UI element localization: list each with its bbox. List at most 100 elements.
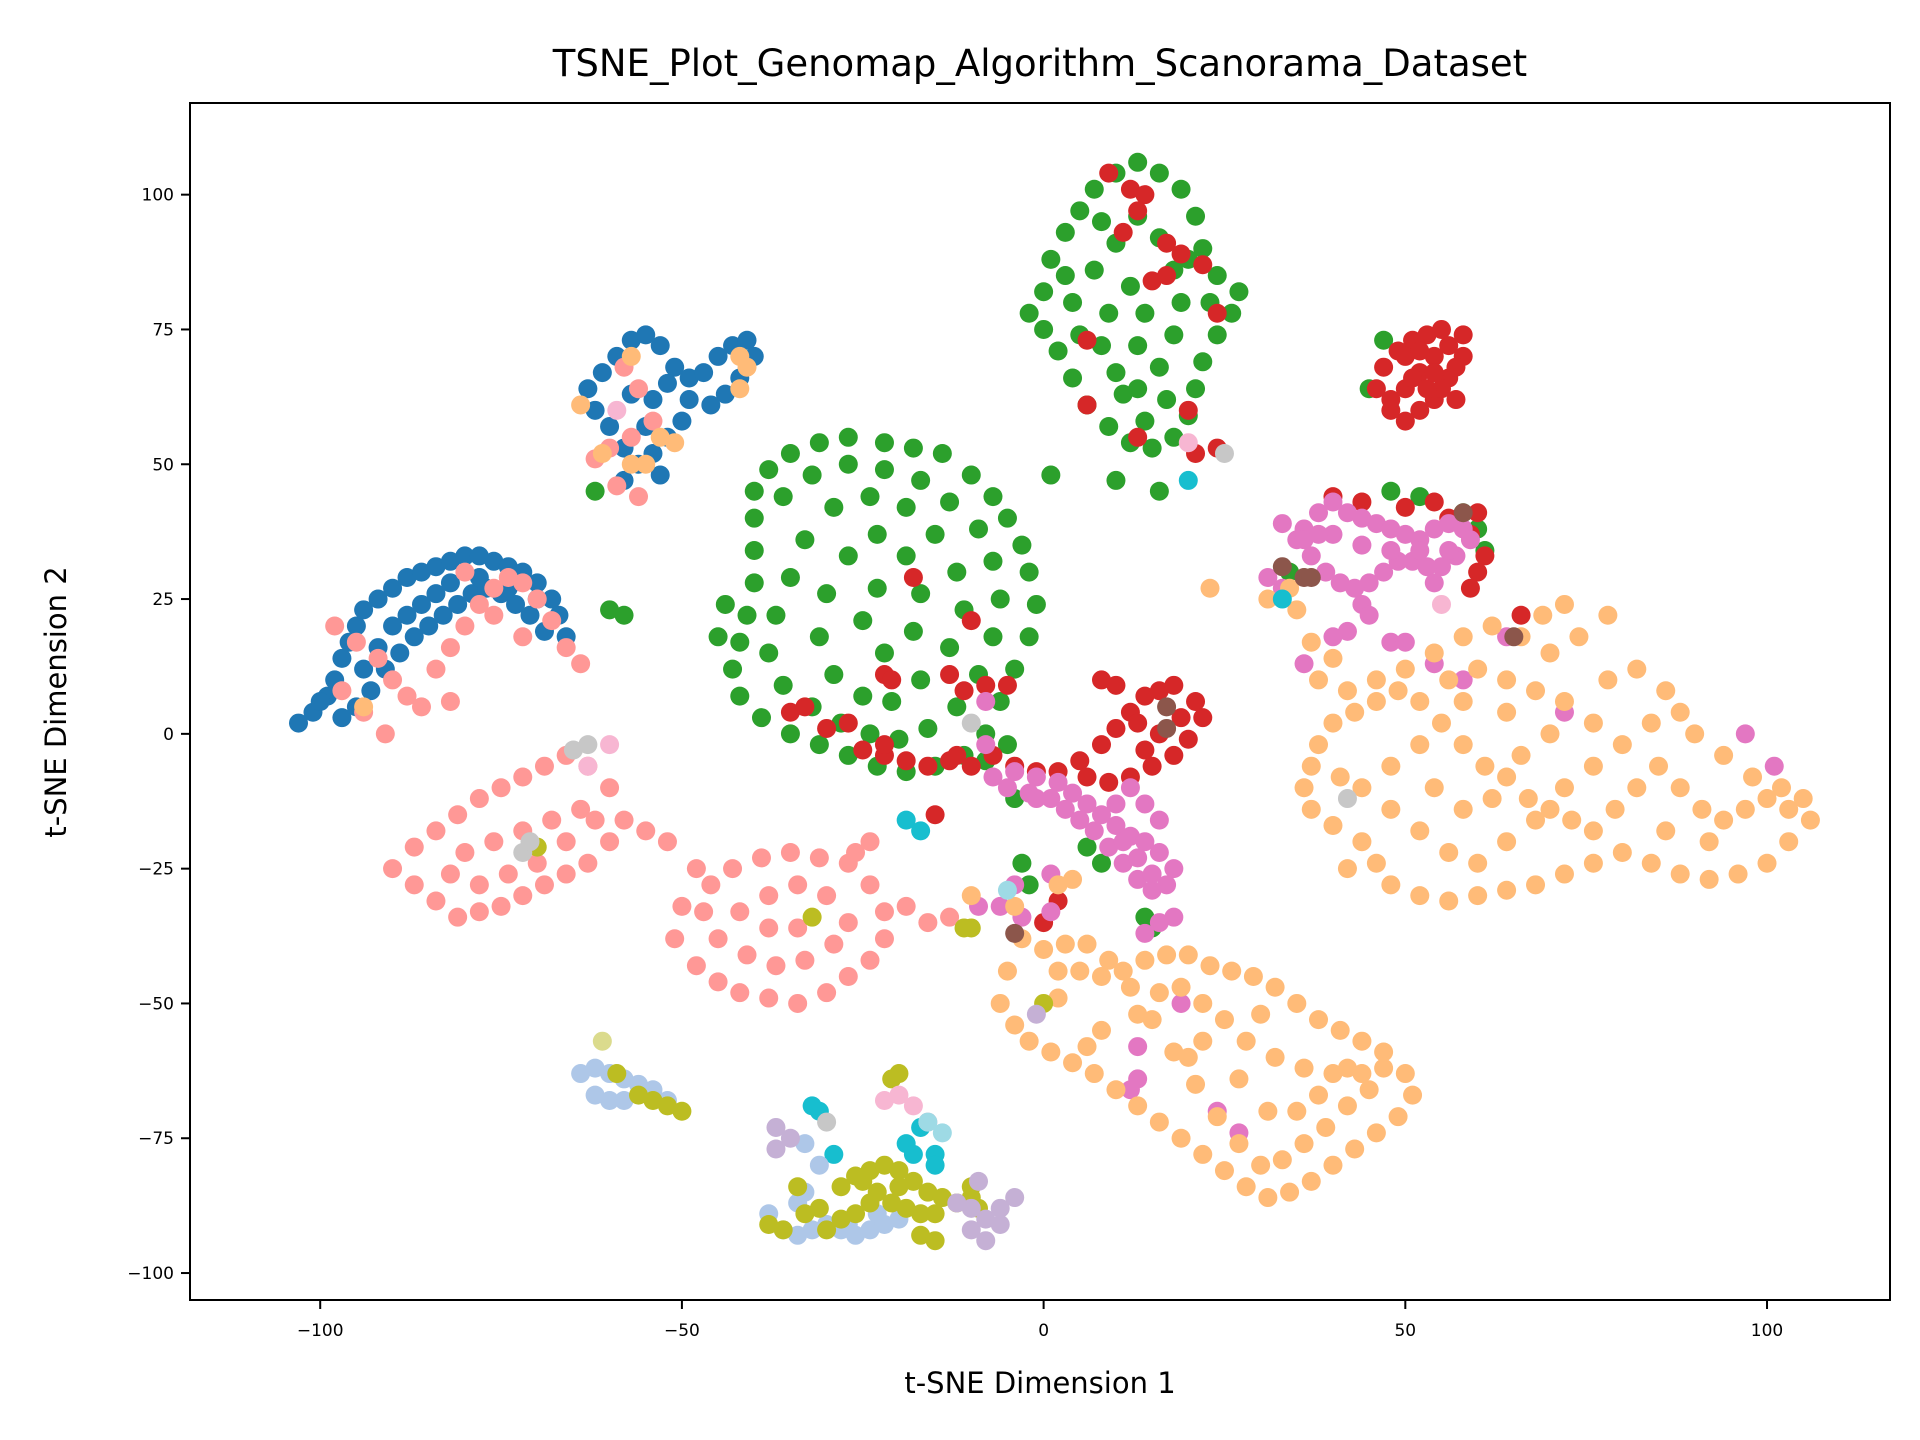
point-cluster-2-131 (1106, 470, 1126, 490)
point-cluster-3-40 (1410, 341, 1430, 361)
point-cluster-9-11 (969, 1171, 989, 1191)
point-cluster-1-60 (498, 864, 518, 884)
point-cluster-3-38 (1403, 368, 1423, 388)
point-cluster-3-60 (976, 675, 996, 695)
point-cluster-5-115 (1771, 778, 1791, 798)
point-cluster-2-32 (744, 508, 764, 528)
point-cluster-8-4 (672, 1101, 692, 1121)
point-cluster-1-48 (513, 767, 533, 787)
point-cluster-2-69 (867, 524, 887, 544)
point-cluster-5-172 (1381, 756, 1401, 776)
point-cluster-5-103 (1453, 627, 1473, 647)
point-cluster-4-33 (990, 896, 1010, 916)
point-cluster-4-75 (1410, 541, 1430, 561)
point-cluster-4-83 (1381, 632, 1401, 652)
point-cluster-0-9 (383, 578, 403, 598)
point-cluster-13-1 (1157, 697, 1177, 717)
point-cluster-5-97 (1323, 648, 1343, 668)
point-cluster-0-42 (440, 573, 460, 593)
x-tick-label-4: 100 (1751, 1321, 1783, 1341)
point-cluster-2-78 (997, 735, 1017, 755)
point-cluster-4-31 (1026, 789, 1046, 809)
point-cluster-5-87 (1337, 1058, 1357, 1078)
point-cluster-5-96 (1301, 632, 1321, 652)
point-cluster-1-25 (629, 379, 649, 399)
point-cluster-3-3 (1128, 201, 1148, 221)
point-cluster-5-37 (1374, 1042, 1394, 1062)
point-cluster-3-21 (1439, 336, 1459, 356)
point-cluster-2-105 (1048, 341, 1068, 361)
point-cluster-5-160 (1757, 789, 1777, 809)
point-cluster-3-26 (1410, 400, 1430, 420)
point-cluster-4-54 (1424, 519, 1444, 539)
point-cluster-1-69 (665, 929, 685, 949)
point-cluster-4-5 (1077, 794, 1097, 814)
point-cluster-8-32 (867, 1182, 887, 1202)
point-cluster-2-136 (614, 605, 634, 625)
point-cluster-3-65 (838, 713, 858, 733)
point-cluster-2-28 (730, 632, 750, 652)
point-cluster-3-1 (1120, 179, 1140, 199)
y-tick-label-4: 0 (163, 725, 174, 745)
y-axis: −100 −75 −50 −25 0 25 50 75 100 (127, 186, 190, 1284)
point-cluster-1-39 (534, 875, 554, 895)
y-tick-label-5: 25 (152, 590, 174, 610)
point-cluster-4-94 (1309, 524, 1329, 544)
point-cluster-5-156 (1670, 778, 1690, 798)
point-cluster-1-52 (426, 821, 446, 841)
point-cluster-5-108 (1598, 605, 1618, 625)
point-cluster-0-70 (585, 400, 605, 420)
point-cluster-3-53 (1511, 605, 1531, 625)
point-cluster-1-57 (542, 810, 562, 830)
point-cluster-5-80 (1091, 1020, 1111, 1040)
point-cluster-6-2 (896, 810, 916, 830)
x-axis-title: t-SNE Dimension 1 (904, 1366, 1175, 1400)
point-cluster-2-137 (1374, 330, 1394, 350)
point-cluster-5-139 (1309, 735, 1329, 755)
point-cluster-5-189 (1511, 745, 1531, 765)
point-cluster-12-2 (932, 1123, 952, 1143)
point-cluster-0-51 (621, 330, 641, 350)
point-cluster-5-92 (1063, 869, 1083, 889)
point-cluster-3-71 (961, 756, 981, 776)
point-cluster-1-82 (809, 848, 829, 868)
point-cluster-5-29 (1280, 1182, 1300, 1202)
point-cluster-2-3 (809, 433, 829, 453)
point-cluster-2-122 (1128, 336, 1148, 356)
point-cluster-5-194 (1554, 594, 1574, 614)
point-cluster-4-63 (1374, 562, 1394, 582)
point-cluster-5-30 (1301, 1171, 1321, 1191)
point-cluster-5-147 (1475, 756, 1495, 776)
point-cluster-2-34 (802, 465, 822, 485)
point-cluster-1-95 (788, 875, 808, 895)
point-cluster-2-67 (817, 584, 837, 604)
point-cluster-14-0 (592, 1031, 612, 1051)
point-cluster-5-16 (1005, 1015, 1025, 1035)
point-cluster-7-1 (585, 1058, 605, 1078)
point-cluster-5-112 (1685, 724, 1705, 744)
point-cluster-2-134 (585, 481, 605, 501)
point-cluster-0-40 (383, 616, 403, 636)
point-cluster-6-0 (1178, 470, 1198, 490)
point-cluster-5-118 (1779, 832, 1799, 852)
point-cluster-5-1 (650, 427, 670, 447)
point-cluster-3-46 (1424, 492, 1444, 512)
point-cluster-4-46 (1309, 503, 1329, 523)
point-cluster-9-12 (1026, 1004, 1046, 1024)
point-cluster-5-135 (1323, 816, 1343, 836)
point-cluster-4-81 (1323, 627, 1343, 647)
point-cluster-1-101 (860, 832, 880, 852)
point-cluster-5-86 (1309, 1085, 1329, 1105)
point-cluster-3-48 (1468, 503, 1488, 523)
point-cluster-4-13 (1142, 880, 1162, 900)
point-cluster-5-132 (1381, 875, 1401, 895)
point-cluster-1-23 (513, 627, 533, 647)
point-cluster-9-4 (961, 1198, 981, 1218)
point-cluster-1-102 (896, 896, 916, 916)
point-cluster-0-4 (332, 648, 352, 668)
point-cluster-1-96 (759, 886, 779, 906)
point-cluster-3-77 (1091, 735, 1111, 755)
point-cluster-2-88 (1149, 163, 1169, 183)
point-cluster-1-89 (737, 945, 757, 965)
